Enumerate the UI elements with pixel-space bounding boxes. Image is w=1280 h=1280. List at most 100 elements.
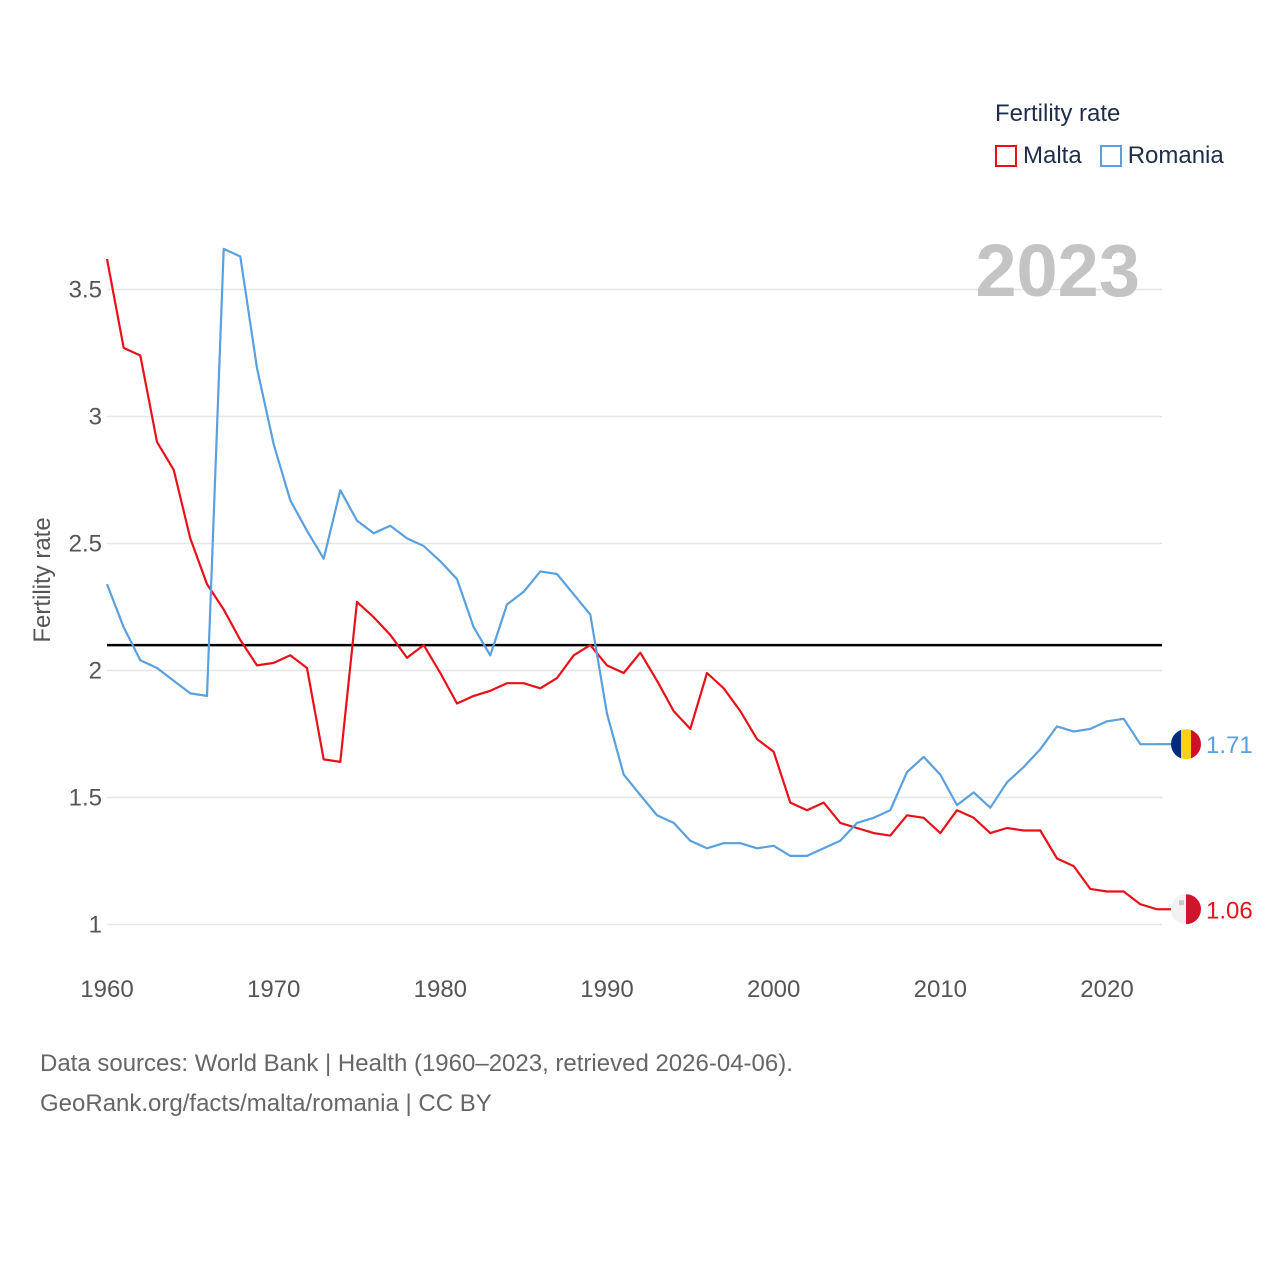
data-point-romania[interactable] (1087, 726, 1093, 732)
data-point-malta[interactable] (321, 756, 327, 762)
data-point-malta[interactable] (1121, 888, 1127, 894)
data-point-romania[interactable] (321, 556, 327, 562)
data-point-malta[interactable] (821, 800, 827, 806)
data-point-romania[interactable] (487, 652, 493, 658)
data-point-malta[interactable] (371, 614, 377, 620)
data-point-malta[interactable] (471, 693, 477, 699)
data-point-romania[interactable] (471, 624, 477, 630)
data-point-malta[interactable] (421, 642, 427, 648)
data-point-malta[interactable] (254, 662, 260, 668)
data-point-malta[interactable] (154, 439, 160, 445)
legend-item-romania[interactable]: Romania (1099, 142, 1224, 170)
data-point-romania[interactable] (137, 657, 143, 663)
data-point-romania[interactable] (737, 840, 743, 846)
data-point-malta[interactable] (971, 815, 977, 821)
data-point-romania[interactable] (1104, 718, 1110, 724)
data-point-malta[interactable] (171, 467, 177, 473)
data-point-romania[interactable] (1054, 723, 1060, 729)
data-point-romania[interactable] (837, 838, 843, 844)
data-point-romania[interactable] (421, 543, 427, 549)
data-point-romania[interactable] (887, 807, 893, 813)
data-point-romania[interactable] (387, 523, 393, 529)
data-point-malta[interactable] (721, 685, 727, 691)
data-point-malta[interactable] (237, 637, 243, 643)
data-point-romania[interactable] (854, 820, 860, 826)
data-point-malta[interactable] (787, 800, 793, 806)
data-point-romania[interactable] (1137, 741, 1143, 747)
data-point-malta[interactable] (404, 655, 410, 661)
data-point-romania[interactable] (554, 571, 560, 577)
data-point-romania[interactable] (804, 853, 810, 859)
data-point-romania[interactable] (1121, 716, 1127, 722)
data-point-romania[interactable] (921, 754, 927, 760)
data-point-romania[interactable] (454, 576, 460, 582)
data-point-malta[interactable] (571, 652, 577, 658)
data-point-romania[interactable] (304, 528, 310, 534)
data-point-romania[interactable] (704, 845, 710, 851)
data-point-malta[interactable] (1104, 888, 1110, 894)
data-point-malta[interactable] (271, 660, 277, 666)
data-point-malta[interactable] (1137, 901, 1143, 907)
data-point-romania[interactable] (671, 820, 677, 826)
data-point-malta[interactable] (337, 759, 343, 765)
series-line-malta[interactable] (105, 258, 1158, 911)
data-point-romania[interactable] (121, 624, 127, 630)
data-point-malta[interactable] (887, 833, 893, 839)
data-point-romania[interactable] (171, 678, 177, 684)
data-point-malta[interactable] (687, 726, 693, 732)
data-point-malta[interactable] (504, 680, 510, 686)
data-point-romania[interactable] (287, 497, 293, 503)
data-point-romania[interactable] (787, 853, 793, 859)
data-point-malta[interactable] (804, 807, 810, 813)
data-point-malta[interactable] (1087, 886, 1093, 892)
data-point-romania[interactable] (637, 792, 643, 798)
data-point-romania[interactable] (621, 772, 627, 778)
data-point-romania[interactable] (754, 845, 760, 851)
data-point-malta[interactable] (1054, 855, 1060, 861)
data-point-romania[interactable] (237, 253, 243, 259)
data-point-romania[interactable] (204, 693, 210, 699)
data-point-malta[interactable] (187, 535, 193, 541)
data-point-malta[interactable] (871, 830, 877, 836)
data-point-malta[interactable] (1021, 828, 1027, 834)
data-point-romania[interactable] (504, 601, 510, 607)
data-point-malta[interactable] (454, 701, 460, 707)
data-point-romania[interactable] (721, 840, 727, 846)
series-line-romania[interactable] (105, 247, 1157, 858)
data-point-romania[interactable] (1037, 746, 1043, 752)
data-point-romania[interactable] (871, 815, 877, 821)
data-point-romania[interactable] (404, 535, 410, 541)
data-point-malta[interactable] (204, 581, 210, 587)
data-point-malta[interactable] (1004, 825, 1010, 831)
data-point-malta[interactable] (604, 662, 610, 668)
data-point-malta[interactable] (937, 830, 943, 836)
data-point-romania[interactable] (687, 838, 693, 844)
legend-item-malta[interactable]: Malta (995, 142, 1082, 170)
data-point-romania[interactable] (521, 589, 527, 595)
data-point-romania[interactable] (337, 487, 343, 493)
data-point-malta[interactable] (104, 256, 110, 262)
data-point-romania[interactable] (971, 789, 977, 795)
data-point-malta[interactable] (637, 650, 643, 656)
data-point-malta[interactable] (537, 685, 543, 691)
data-point-malta[interactable] (671, 708, 677, 714)
data-point-romania[interactable] (187, 690, 193, 696)
data-point-romania[interactable] (104, 581, 110, 587)
data-point-malta[interactable] (704, 670, 710, 676)
data-point-malta[interactable] (587, 642, 593, 648)
data-point-malta[interactable] (121, 345, 127, 351)
data-point-malta[interactable] (654, 678, 660, 684)
data-point-romania[interactable] (987, 805, 993, 811)
data-point-romania[interactable] (221, 246, 227, 252)
data-point-malta[interactable] (987, 830, 993, 836)
data-point-romania[interactable] (1071, 728, 1077, 734)
data-point-malta[interactable] (1037, 828, 1043, 834)
data-point-romania[interactable] (937, 772, 943, 778)
data-point-romania[interactable] (271, 441, 277, 447)
data-point-malta[interactable] (921, 815, 927, 821)
data-point-malta[interactable] (837, 820, 843, 826)
data-point-malta[interactable] (771, 749, 777, 755)
data-point-romania[interactable] (821, 845, 827, 851)
data-point-malta[interactable] (754, 736, 760, 742)
data-point-romania[interactable] (571, 591, 577, 597)
